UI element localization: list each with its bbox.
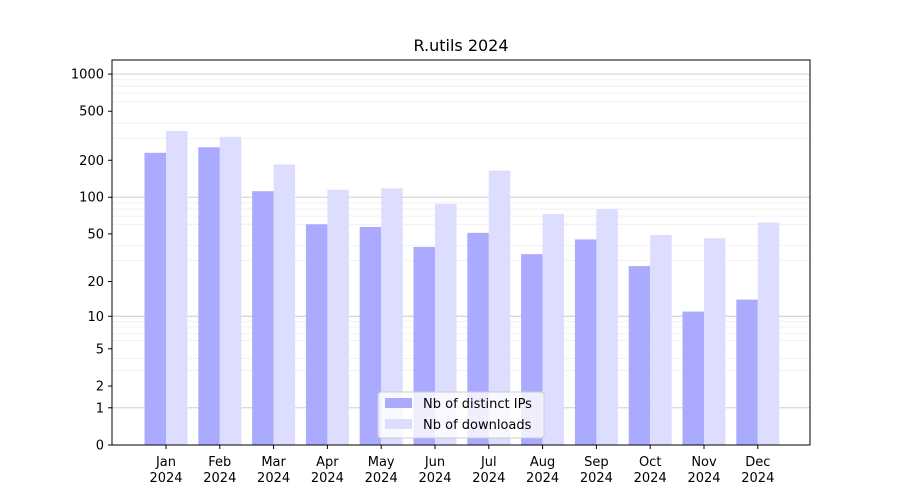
x-tick-label: Nov (691, 455, 717, 470)
bar-distinct-ips (198, 147, 220, 445)
legend-label: Nb of downloads (423, 418, 532, 433)
bar-downloads (704, 238, 726, 445)
x-tick-label-year: 2024 (687, 471, 720, 486)
x-tick-label-year: 2024 (526, 471, 559, 486)
bar-distinct-ips (144, 152, 166, 445)
bar-downloads (273, 164, 296, 446)
x-tick-label-year: 2024 (418, 471, 451, 486)
bar-downloads (488, 170, 511, 445)
bar-distinct-ips (252, 191, 274, 445)
y-tick-label: 10 (87, 310, 104, 325)
bar-downloads (381, 188, 403, 445)
bar-distinct-ips (359, 226, 382, 445)
legend-swatch (385, 419, 412, 429)
legend-swatch (385, 398, 412, 408)
x-tick-label: Aug (530, 455, 555, 470)
y-tick-label: 50 (87, 227, 104, 242)
x-tick-label-year: 2024 (472, 471, 505, 486)
bar-downloads (435, 204, 457, 445)
bar-distinct-ips (628, 266, 651, 445)
x-tick-label-year: 2024 (365, 471, 398, 486)
bars (144, 131, 780, 446)
y-tick-label: 5 (96, 342, 104, 357)
x-tick-label: Oct (639, 455, 661, 470)
x-tick-label-year: 2024 (257, 471, 290, 486)
x-tick-label: Mar (261, 455, 286, 470)
chart-title: R.utils 2024 (413, 36, 508, 55)
y-tick-label: 20 (87, 275, 104, 290)
y-tick-label: 500 (79, 105, 104, 120)
y-tick-label: 1 (96, 401, 104, 416)
x-tick-label: Feb (208, 455, 231, 470)
bar-downloads (596, 209, 618, 445)
bar-downloads (542, 213, 565, 445)
x-tick-label: Jun (424, 455, 445, 470)
x-tick-label-year: 2024 (634, 471, 667, 486)
bar-downloads (166, 131, 188, 446)
bar-downloads (327, 189, 349, 445)
x-tick-label-year: 2024 (149, 471, 182, 486)
y-tick-label: 200 (79, 154, 104, 169)
bar-distinct-ips (305, 224, 328, 445)
x-tick-label-year: 2024 (741, 471, 774, 486)
x-tick-label: Sep (584, 455, 609, 470)
legend-label: Nb of distinct IPs (423, 397, 532, 412)
x-tick-label: Dec (745, 455, 770, 470)
bar-downloads (757, 222, 780, 445)
y-tick-label: 1000 (71, 68, 104, 83)
x-tick-label: Jan (155, 455, 176, 470)
x-tick-label-year: 2024 (311, 471, 344, 486)
y-axis: 0 1 2 5 10 20 50 100 200 500 1000 (71, 68, 112, 454)
bar-distinct-ips (736, 299, 758, 445)
x-tick-label-year: 2024 (203, 471, 236, 486)
bar-distinct-ips (574, 239, 597, 445)
plot-frame (111, 59, 811, 446)
bar-downloads (219, 136, 242, 445)
y-tick-label: 2 (96, 380, 104, 395)
x-axis: Jan2024Feb2024Mar2024Apr2024May2024Jun20… (149, 445, 774, 486)
bar-distinct-ips (682, 311, 704, 445)
legend: Nb of distinct IPs Nb of downloads (377, 391, 545, 439)
x-tick-label: Apr (316, 455, 339, 470)
x-tick-label: Jul (480, 455, 497, 470)
legend-box (377, 391, 545, 439)
x-tick-label: May (368, 455, 395, 470)
bar-downloads (650, 234, 672, 445)
y-tick-label: 0 (96, 439, 104, 454)
x-tick-label-year: 2024 (580, 471, 613, 486)
y-tick-label: 100 (79, 191, 104, 206)
